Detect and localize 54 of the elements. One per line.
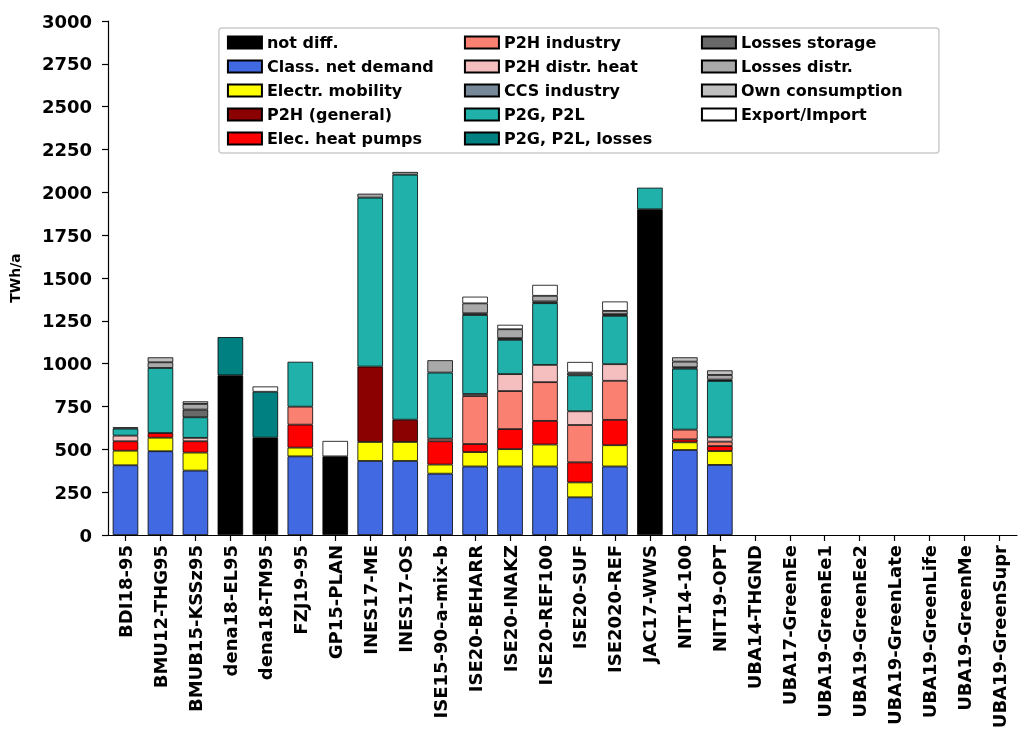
legend-label: Losses distr. [740, 57, 853, 76]
y-tick-label: 1000 [41, 353, 92, 375]
y-tick-label: 750 [54, 396, 92, 417]
legend-label: P2H (general) [266, 105, 393, 124]
x-tick-label: BMUB15-KSSz95 [184, 545, 206, 713]
x-tick-label: BMU12-THG95 [149, 545, 171, 689]
legend-label: Losses storage [740, 33, 877, 52]
y-tick-label: 1250 [41, 310, 92, 332]
x-tick-label: JAC17-WWS [639, 545, 661, 666]
x-tick-label: UBA19-GreenSupr [989, 544, 1011, 729]
legend-label: Electr. mobility [266, 81, 403, 100]
x-tick-label: BDI18-95 [114, 545, 136, 638]
y-tick-label: 3000 [41, 10, 92, 32]
x-tick-label: FZJ19-95 [289, 545, 311, 635]
legend-label: Export/Import [740, 105, 867, 124]
y-tick-label: 2250 [41, 139, 92, 160]
x-tick-label: dena18-TM95 [254, 545, 276, 681]
x-tick-label: ISE2020-REF [604, 545, 626, 673]
x-tick-label: UBA19-GreenEe1 [814, 545, 836, 718]
legend-label: CCS industry [503, 81, 621, 100]
x-tick-label: UBA19-GreenMe [954, 545, 976, 711]
y-tick-label: 0 [79, 524, 92, 546]
x-tick-label: ISE20-INAKZ [499, 545, 521, 673]
x-tick-label: UBA19-GreenLate [884, 545, 906, 726]
x-tick-label: ISE20-BEHARR [464, 544, 486, 693]
y-tick-label: 1750 [41, 224, 92, 246]
x-tick-label: GP15-PLAN [324, 545, 346, 660]
legend-label: P2G, P2L [503, 105, 585, 124]
y-tick-label: 250 [54, 481, 92, 503]
x-tick-label: dena18-EL95 [219, 545, 241, 677]
x-tick-label: UBA19-GreenLife [919, 545, 941, 719]
x-tick-label: UBA14-THGND [744, 545, 766, 690]
y-tick-label: 2000 [41, 181, 92, 203]
legend-label: P2H industry [503, 33, 622, 52]
x-tick-label: INES17-OS [394, 545, 416, 653]
legend-label: P2G, P2L, losses [503, 129, 653, 148]
legend-label: P2H distr. heat [503, 57, 639, 76]
x-tick-label: UBA17-GreenEe [779, 545, 801, 706]
x-tick-label: ISE20-REF100 [534, 545, 556, 686]
y-axis-title: TWh/a [7, 253, 23, 303]
legend-label: Own consumption [740, 81, 903, 100]
y-tick-label: 2500 [41, 96, 92, 118]
x-tick-label: UBA19-GreenEe2 [849, 545, 871, 718]
x-tick-label: INES17-ME [359, 545, 381, 655]
legend-label: not diff. [266, 33, 339, 52]
legend-label: Elec. heat pumps [266, 129, 423, 148]
x-tick-label: NIT19-OPT [709, 544, 731, 653]
y-tick-label: 500 [54, 438, 92, 460]
x-tick-label: NIT14-100 [674, 545, 696, 650]
x-tick-label: ISE20-SUF [569, 545, 591, 650]
y-tick-label: 1500 [41, 267, 92, 289]
y-tick-label: 2750 [41, 53, 92, 75]
legend-label: Class. net demand [266, 57, 434, 76]
x-tick-label: ISE15-90-a-mix-b [429, 544, 451, 719]
